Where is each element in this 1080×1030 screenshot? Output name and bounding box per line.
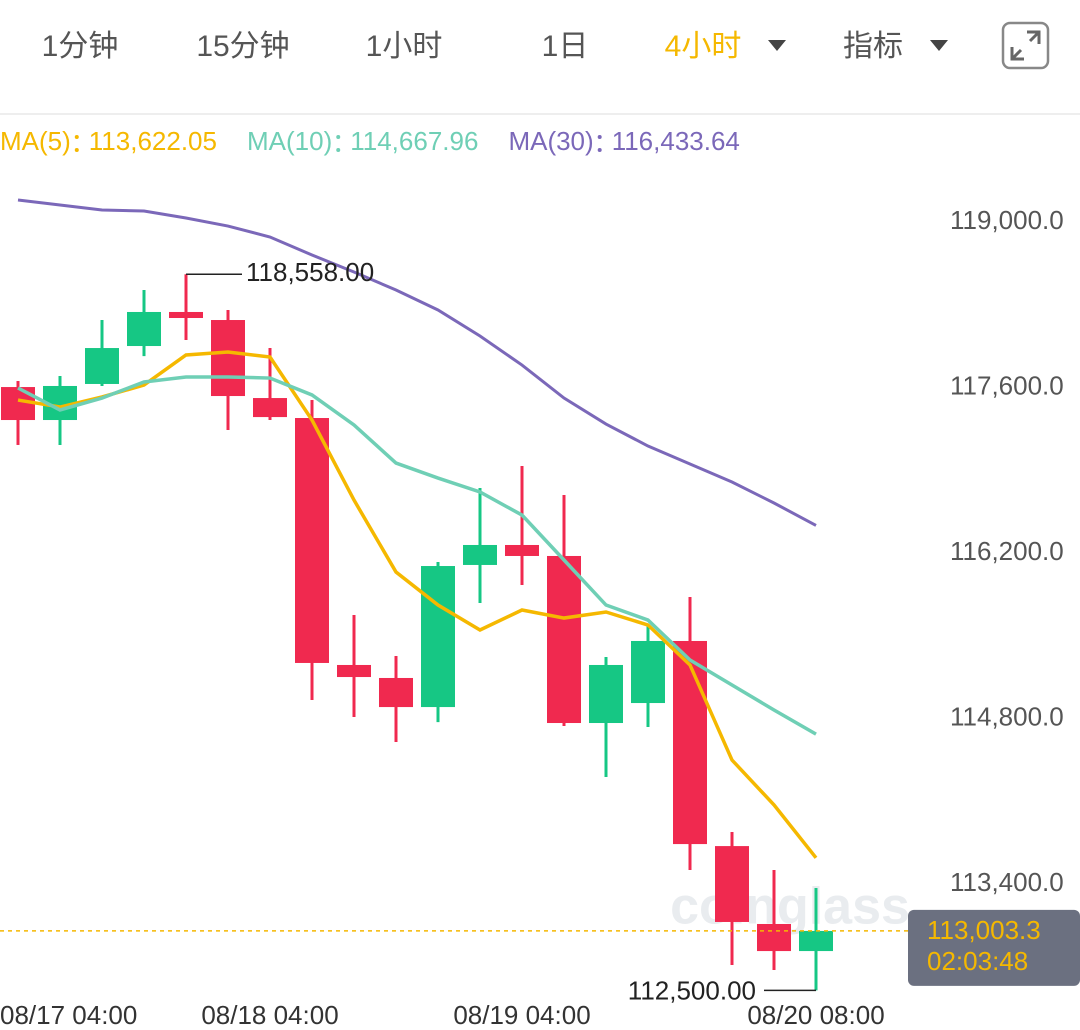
fullscreen-button[interactable] xyxy=(1001,21,1050,70)
candle-body xyxy=(379,677,413,708)
candle-body xyxy=(337,664,371,678)
dropdown-arrow[interactable] xyxy=(768,40,786,51)
min-label: 112,500.00 xyxy=(628,975,756,1005)
legend-separator xyxy=(74,135,79,139)
max-label: 118,558.00 xyxy=(246,257,374,287)
ma-line xyxy=(17,375,817,736)
candle-body xyxy=(421,566,455,708)
x-tick-label: 08/18 04:00 xyxy=(201,1000,338,1030)
price-box xyxy=(908,909,1080,986)
legend-value: 116,433.64 xyxy=(612,126,740,156)
candle-body xyxy=(673,640,707,845)
countdown: 02:03:48 xyxy=(927,946,1028,976)
candle-body xyxy=(211,320,245,397)
candle-body xyxy=(547,555,581,724)
tab[interactable]: 指标 xyxy=(843,30,903,63)
legend-separator xyxy=(336,135,341,139)
legend-name: MA(10) xyxy=(247,126,332,156)
tab[interactable]: 1日 xyxy=(542,30,589,63)
x-tick-label: 08/20 08:00 xyxy=(747,1000,884,1030)
candle-body xyxy=(715,846,749,922)
candle-body xyxy=(295,418,329,663)
legend: MA(5) 113,622.05 MA(10) 114,667.96 MA(30) 116… xyxy=(0,126,740,156)
tab[interactable]: 4小时 xyxy=(665,30,742,63)
x-tick-label: 08/17 04:00 xyxy=(0,1000,137,1030)
tab[interactable]: 1小时 xyxy=(366,30,443,63)
y-tick-label: 113,400.0 xyxy=(950,867,1064,897)
plot: coinglass 113,400.0114,800.0116,200.0117,… xyxy=(0,198,1080,1030)
y-tick-label: 116,200.0 xyxy=(950,536,1064,566)
legend-entry: MA(10) 114,667.96 xyxy=(247,126,478,156)
legend-name: MA(5) xyxy=(0,126,71,156)
candle-body xyxy=(463,544,497,565)
dropdown-arrow[interactable] xyxy=(930,40,948,51)
legend-separator xyxy=(74,148,79,152)
candle-body xyxy=(589,664,623,724)
y-tick-label: 119,000.0 xyxy=(950,205,1064,235)
candle-body xyxy=(505,544,539,556)
legend-separator xyxy=(597,148,602,152)
legend-separator xyxy=(336,148,341,152)
candle-body xyxy=(253,398,287,418)
y-tick-label: 117,600.0 xyxy=(950,370,1064,400)
candle-body xyxy=(631,640,665,704)
y-tick-label: 114,800.0 xyxy=(950,701,1064,731)
candle-body xyxy=(85,348,119,384)
legend-value: 113,622.05 xyxy=(89,126,217,156)
candle-body xyxy=(127,311,161,347)
tab[interactable]: 1分钟 xyxy=(42,30,119,63)
legend-separator xyxy=(597,135,602,139)
tab-bar: 1分钟 15分钟 1小时 1日 4小时 指标 xyxy=(0,21,1080,115)
candle-body xyxy=(169,311,203,319)
legend-name: MA(30) xyxy=(508,126,593,156)
current-price-label: 113,003.3 xyxy=(927,915,1041,945)
ma-line xyxy=(17,198,817,527)
legend-entry: MA(30) 116,433.64 xyxy=(508,126,739,156)
candle-body xyxy=(799,930,833,952)
x-tick-label: 08/19 04:00 xyxy=(453,1000,590,1030)
tab[interactable]: 15分钟 xyxy=(196,30,289,63)
candle-body xyxy=(757,923,791,952)
legend-value: 114,667.96 xyxy=(350,126,478,156)
legend-entry: MA(5) 113,622.05 xyxy=(0,126,217,156)
